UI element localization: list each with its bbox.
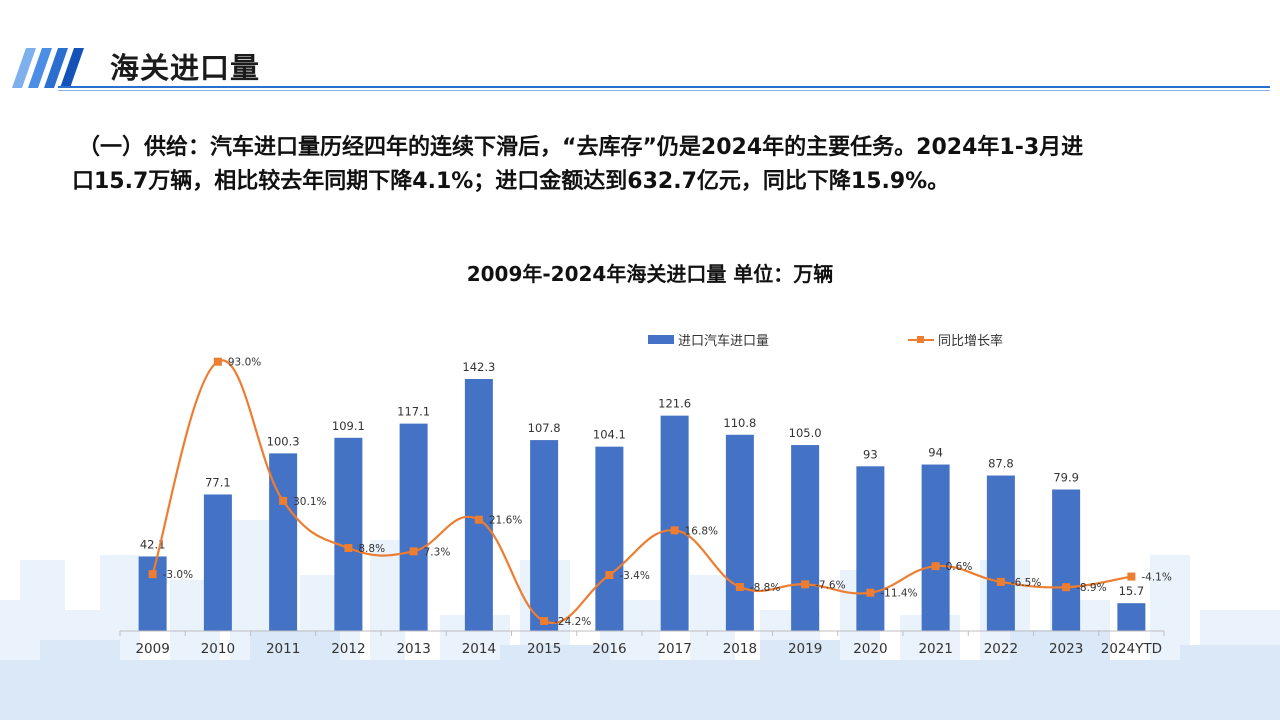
x-tick-label-2018: 2018: [723, 641, 757, 657]
bar-label-2018: 110.8: [723, 416, 756, 430]
bar-2015: [530, 440, 559, 631]
growth-label-2015: -24.2%: [554, 616, 591, 628]
summary-text: （一）供给：汽车进口量历经四年的连续下滑后，“去库存”仍是2024年的主要任务。…: [72, 131, 1248, 199]
legend-label-import-volume: 进口汽车进口量: [678, 334, 770, 349]
legend-label-growth-rate: 同比增长率: [938, 334, 1004, 349]
x-tick-label-2011: 2011: [266, 641, 300, 657]
growth-rate-line: [151, 359, 1132, 624]
bar-2020: [856, 466, 885, 631]
bar-label-2016: 104.1: [593, 428, 626, 442]
growth-label-2011: 30.1%: [293, 496, 326, 508]
growth-point-2014: [474, 515, 483, 524]
bar-2009: [138, 556, 167, 631]
growth-point-2018: [735, 582, 744, 591]
x-tick-label-2009: 2009: [135, 641, 169, 657]
x-tick-label-2023: 2023: [1049, 641, 1083, 657]
bar-2013: [399, 423, 428, 631]
bar-label-2021: 94: [928, 446, 943, 460]
bar-label-2024YTD: 15.7: [1119, 584, 1145, 598]
bar-2021: [921, 464, 950, 631]
bar-2012: [334, 437, 363, 631]
growth-point-2011: [279, 496, 288, 505]
bar-label-2010: 77.1: [205, 475, 231, 489]
growth-label-2021: 0.6%: [946, 561, 973, 573]
growth-label-2023: -8.9%: [1076, 582, 1106, 594]
summary-line-2: 口15.7万辆，相比较去年同期下降4.1%；进口金额达到632.7亿元，同比下降…: [72, 169, 950, 194]
title-divider-thin: [58, 90, 1270, 91]
growth-label-2014: 21.6%: [489, 515, 522, 527]
bar-2019: [791, 445, 820, 631]
growth-label-2010: 93.0%: [228, 357, 261, 369]
growth-label-2018: -8.8%: [750, 582, 780, 594]
x-tick-label-2019: 2019: [788, 641, 822, 657]
bar-label-2015: 107.8: [528, 421, 561, 435]
growth-label-2019: -7.6%: [815, 579, 845, 591]
growth-point-2020: [866, 588, 875, 597]
growth-point-2021: [931, 562, 940, 571]
header-stripe-logo: [12, 48, 84, 88]
legend-item-growth-rate: 同比增长率: [908, 330, 1003, 349]
title-divider: [58, 86, 1270, 88]
growth-point-2017: [670, 526, 679, 535]
bar-2023: [1052, 489, 1081, 631]
legend-item-import-volume: 进口汽车进口量: [648, 330, 769, 349]
summary-line-1: （一）供给：汽车进口量历经四年的连续下滑后，“去库存”仍是2024年的主要任务。…: [78, 135, 1084, 160]
x-tick-label-2020: 2020: [853, 641, 887, 657]
chart-title: 2009年-2024年海关进口量 单位：万辆: [466, 262, 834, 286]
growth-label-2016: -3.4%: [619, 570, 649, 582]
legend-line-swatch: [908, 335, 934, 344]
growth-point-2009: [148, 570, 157, 579]
bar-label-2017: 121.6: [658, 397, 691, 411]
x-tick-label-2013: 2013: [396, 641, 430, 657]
x-tick-label-2012: 2012: [331, 641, 365, 657]
bar-label-2014: 142.3: [462, 360, 495, 374]
growth-point-2019: [801, 580, 810, 589]
growth-point-2015: [540, 617, 549, 626]
bar-label-2012: 109.1: [332, 419, 365, 433]
growth-label-2022: -6.5%: [1011, 577, 1041, 589]
bar-2014: [464, 379, 493, 631]
bar-label-2022: 87.8: [988, 457, 1014, 471]
growth-label-2017: 16.8%: [685, 525, 718, 537]
page-title: 海关进口量: [110, 51, 261, 85]
bar-2022: [986, 475, 1015, 631]
growth-point-2012: [344, 544, 353, 553]
bar-label-2011: 100.3: [267, 434, 300, 448]
bar-2018: [725, 434, 754, 631]
growth-point-2010: [213, 357, 222, 366]
growth-point-2024YTD: [1127, 572, 1136, 581]
growth-point-2022: [996, 577, 1005, 586]
bar-2017: [660, 415, 689, 631]
x-tick-label-2015: 2015: [527, 641, 561, 657]
growth-point-2016: [605, 571, 614, 580]
x-tick-label-2014: 2014: [462, 641, 496, 657]
bar-label-2019: 105.0: [789, 426, 822, 440]
growth-label-2013: 7.3%: [424, 546, 451, 558]
bar-label-2020: 93: [863, 447, 878, 461]
x-tick-label-2022: 2022: [984, 641, 1018, 657]
growth-point-2023: [1062, 583, 1071, 592]
x-tick-label-2024YTD: 2024YTD: [1101, 641, 1162, 657]
legend-bar-swatch: [648, 335, 674, 344]
x-tick-label-2010: 2010: [201, 641, 235, 657]
growth-point-2013: [409, 547, 418, 556]
growth-label-2009: -3.0%: [163, 569, 193, 581]
bar-label-2013: 117.1: [397, 405, 430, 419]
bar-2024YTD: [1117, 603, 1146, 631]
growth-label-2024YTD: -4.1%: [1141, 572, 1171, 584]
x-tick-label-2021: 2021: [918, 641, 952, 657]
bar-label-2023: 79.9: [1053, 471, 1079, 485]
x-tick-label-2016: 2016: [592, 641, 626, 657]
bar-2010: [203, 494, 232, 631]
x-tick-label-2017: 2017: [657, 641, 691, 657]
growth-label-2012: 8.8%: [358, 543, 385, 555]
growth-label-2020: -11.4%: [880, 588, 917, 600]
bar-2016: [595, 446, 624, 631]
